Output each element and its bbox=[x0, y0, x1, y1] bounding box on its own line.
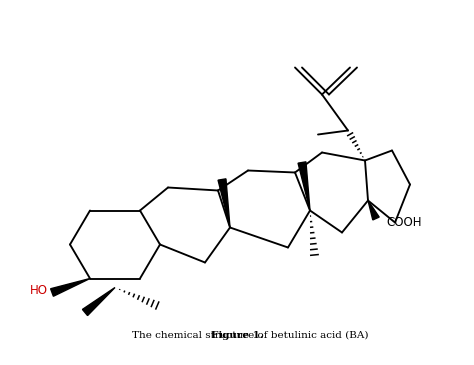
Polygon shape bbox=[298, 162, 310, 211]
Text: COOH: COOH bbox=[386, 216, 421, 229]
Text: The chemical structure of betulinic acid (BA): The chemical structure of betulinic acid… bbox=[106, 330, 368, 339]
Text: HO: HO bbox=[30, 284, 48, 297]
Text: Figure 1.: Figure 1. bbox=[210, 330, 264, 339]
Polygon shape bbox=[82, 288, 115, 316]
Polygon shape bbox=[51, 278, 90, 296]
Polygon shape bbox=[368, 200, 379, 220]
Polygon shape bbox=[218, 179, 230, 227]
